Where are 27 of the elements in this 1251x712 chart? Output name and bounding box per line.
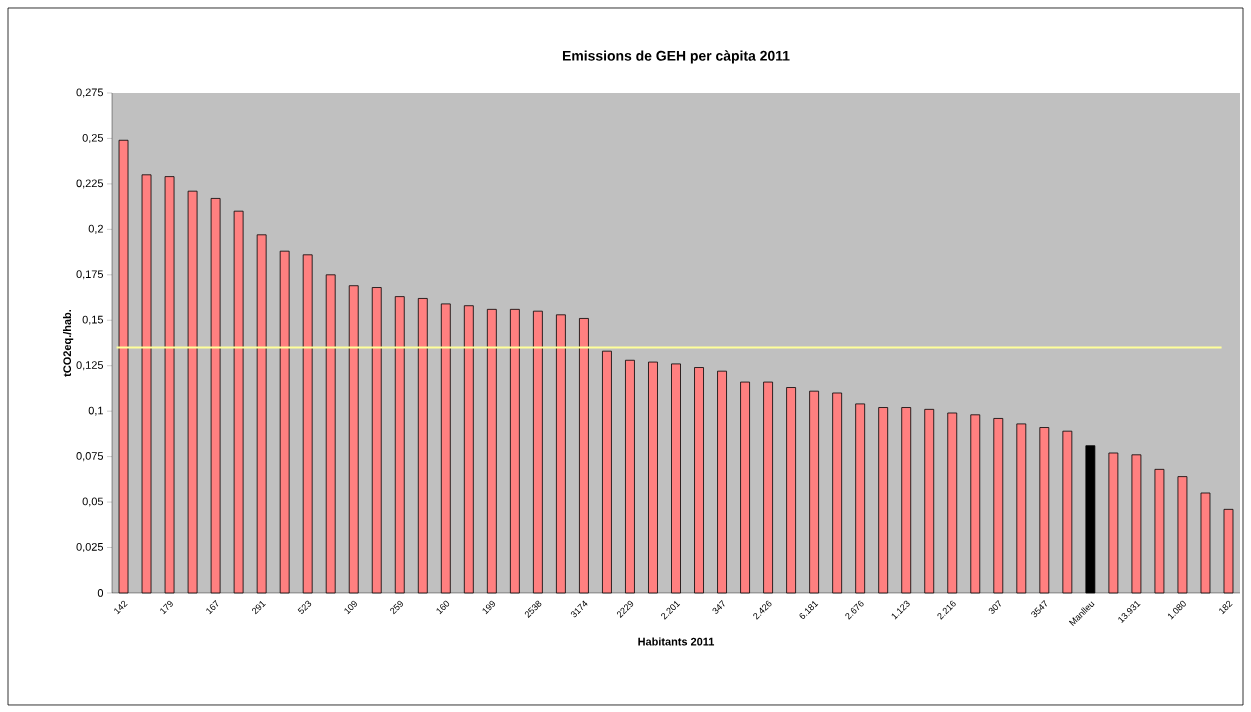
x-tick-label: 167 — [206, 600, 219, 615]
x-tick-label: 142 — [114, 600, 128, 615]
y-tick-label: 0,25 — [82, 133, 104, 143]
x-tick-label: 182 — [1219, 600, 1233, 615]
y-tick-label: 0,275 — [76, 88, 104, 98]
x-tick-label: 199 — [482, 600, 496, 615]
y-tick-label: 0,05 — [82, 497, 104, 507]
x-tick-label: 347 — [712, 600, 725, 614]
y-tick-label: 0,225 — [76, 179, 104, 189]
y-tick-label: 0,1 — [88, 406, 103, 416]
x-tick-label: 160 — [436, 600, 450, 615]
x-tick-label: 109 — [344, 600, 357, 615]
y-tick-label: 0,15 — [82, 315, 104, 325]
y-axis-title: tCO2eq./hab. — [63, 309, 74, 377]
x-tick-label: 307 — [988, 600, 1001, 614]
y-tick-label: 0,025 — [76, 543, 104, 553]
x-tick-label: 179 — [160, 600, 173, 615]
y-tick-label: 0,175 — [76, 270, 104, 280]
y-tick-label: 0,125 — [76, 361, 104, 371]
y-tick-label: 0 — [97, 589, 104, 597]
x-tick-label: 523 — [297, 600, 312, 614]
x-tick-label: 291 — [252, 601, 266, 615]
y-tick-label: 0,075 — [76, 452, 104, 462]
chart-title: Emissions de GEH per càpita 2011 — [562, 50, 790, 64]
y-tick-label: 0,2 — [88, 224, 103, 234]
x-axis-title: Habitants 2011 — [638, 637, 715, 646]
x-tick-label: 259 — [390, 600, 403, 615]
